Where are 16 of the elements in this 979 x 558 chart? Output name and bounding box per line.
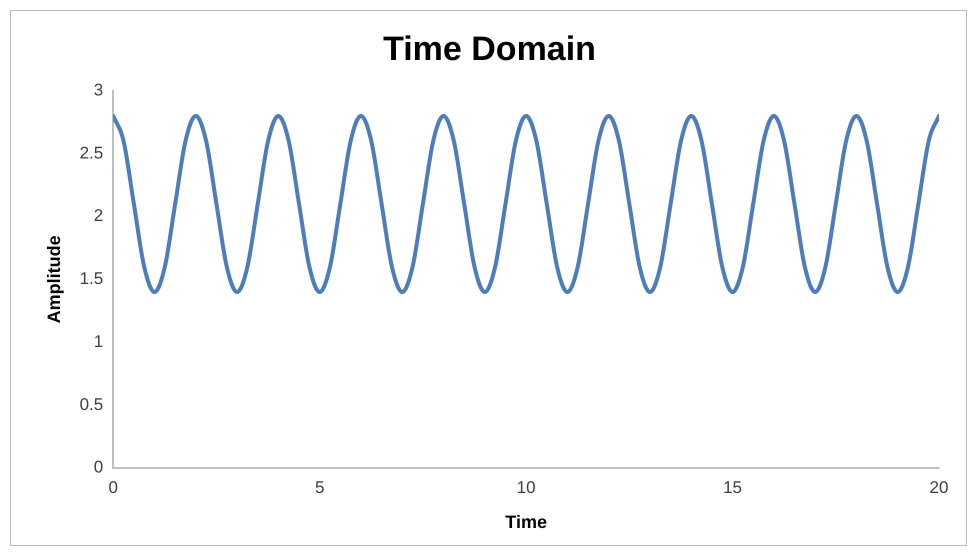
y-tick-label: 2.5 xyxy=(80,143,104,162)
x-tick-label: 20 xyxy=(930,478,948,497)
y-tick-label: 2 xyxy=(94,206,104,226)
y-tick-label: 0.5 xyxy=(80,394,104,414)
x-tick-label: 15 xyxy=(723,478,742,497)
y-tick-label: 1 xyxy=(94,332,104,351)
y-axis-title: Amplitude xyxy=(44,235,64,324)
x-tick-label: 10 xyxy=(516,478,536,497)
y-tick-label: 0 xyxy=(94,458,104,477)
chart-title: Time Domain xyxy=(383,30,596,68)
x-tick-label: 0 xyxy=(108,478,118,497)
x-tick-label: 5 xyxy=(314,478,324,497)
x-axis-title: Time xyxy=(505,512,547,532)
line-series xyxy=(113,114,939,294)
y-tick-label: 3 xyxy=(94,80,104,100)
y-tick-label: 1.5 xyxy=(80,269,104,288)
